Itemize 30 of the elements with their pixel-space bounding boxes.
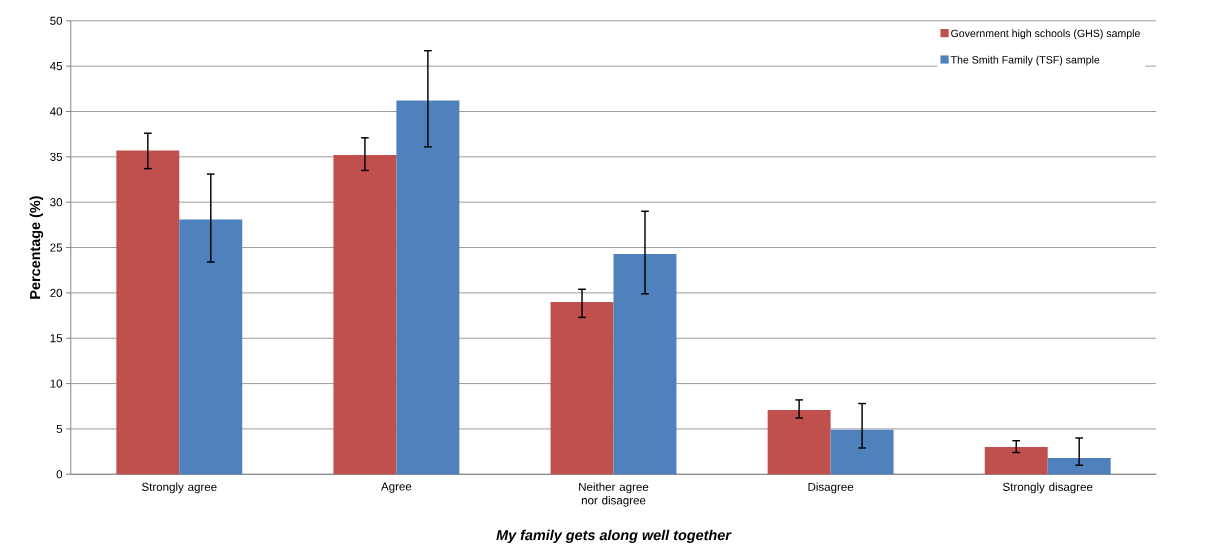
y-tick-label: 45 <box>49 61 63 71</box>
x-tick-label: Agree <box>381 482 412 493</box>
bar <box>550 301 614 475</box>
bar <box>179 219 243 475</box>
bar <box>984 446 1048 475</box>
x-tick-label: Strongly agree <box>142 482 217 494</box>
bar <box>613 253 677 475</box>
bar <box>116 150 180 475</box>
bar <box>1047 457 1111 475</box>
x-axis-title: My family gets along well together <box>496 529 732 543</box>
bar <box>767 409 831 475</box>
bar <box>396 100 460 475</box>
legend-label: Government high schools (GHS) sample <box>951 29 1140 40</box>
y-axis-title: Percentage (%) <box>29 196 44 299</box>
y-tick-label: 25 <box>50 243 63 252</box>
y-tick-label: 30 <box>50 197 63 207</box>
legend-label: The Smith Family (TSF) sample <box>950 55 1100 66</box>
y-tick-label: 20 <box>50 288 63 297</box>
y-tick-label: 10 <box>50 379 63 388</box>
y-tick-label: 5 <box>56 424 63 433</box>
x-tick-label: Disagree <box>808 482 854 494</box>
y-tick-label: 40 <box>49 107 63 116</box>
y-tick-label: 50 <box>50 16 63 25</box>
y-tick-label: 0 <box>56 470 63 479</box>
bar <box>830 429 894 475</box>
y-tick-label: 15 <box>50 334 63 343</box>
x-tick-label: Strongly disagree <box>1003 482 1093 494</box>
bar <box>333 154 397 475</box>
y-tick-label: 35 <box>50 152 63 161</box>
x-tick-label: Neither agree nor disagree <box>579 482 649 507</box>
